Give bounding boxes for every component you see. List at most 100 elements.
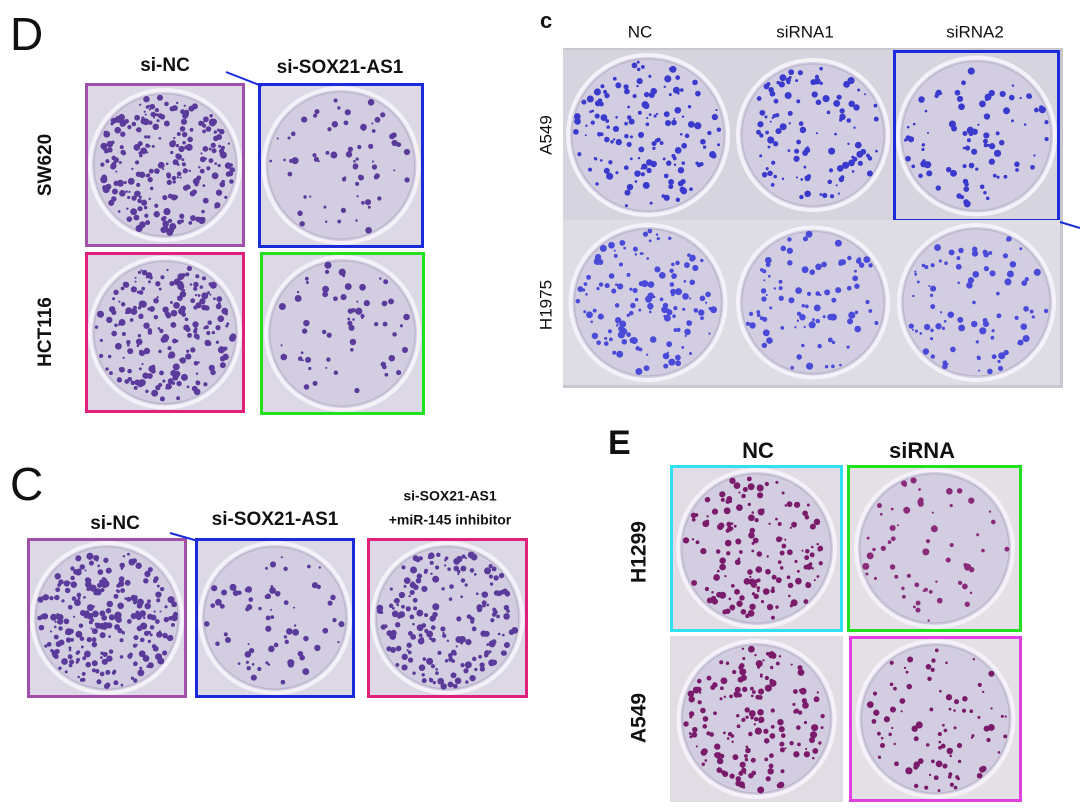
colony <box>280 353 288 361</box>
colony <box>612 125 620 133</box>
colony <box>921 143 926 147</box>
colony <box>479 662 485 668</box>
colony <box>734 559 741 566</box>
colony <box>953 699 960 705</box>
colony <box>457 572 460 576</box>
colony <box>162 168 165 171</box>
colony <box>453 683 458 689</box>
colony <box>426 630 434 638</box>
colony <box>175 143 180 148</box>
colony <box>286 628 293 635</box>
colony <box>127 195 131 200</box>
colony <box>172 180 176 184</box>
colony <box>287 171 293 177</box>
colony <box>623 246 627 250</box>
colony <box>764 684 772 692</box>
colony <box>976 355 981 359</box>
colony <box>922 548 930 556</box>
colony <box>804 190 811 198</box>
colony <box>759 109 766 116</box>
colony <box>641 163 648 170</box>
colony <box>113 593 119 599</box>
plate-border <box>260 252 425 415</box>
colony <box>154 107 159 113</box>
colony <box>628 118 635 125</box>
colony <box>971 246 978 252</box>
colony <box>169 222 177 231</box>
colony <box>889 660 894 665</box>
colony <box>979 766 986 773</box>
colony <box>1019 96 1022 100</box>
colony <box>179 213 185 219</box>
colony <box>179 290 187 298</box>
colony <box>771 615 775 620</box>
colony <box>58 666 62 670</box>
colony <box>49 595 54 601</box>
colony <box>133 635 139 641</box>
colony <box>761 171 768 178</box>
colony <box>120 588 126 593</box>
colony <box>594 113 600 119</box>
colony <box>202 129 207 134</box>
colony <box>131 121 137 127</box>
colony <box>747 569 753 575</box>
colony <box>421 585 428 593</box>
colony <box>136 290 140 294</box>
colony <box>695 686 702 693</box>
colony <box>719 491 726 498</box>
colony <box>656 112 659 116</box>
colony <box>982 249 988 255</box>
colony <box>695 124 700 129</box>
colony <box>395 645 402 652</box>
colony <box>729 773 735 779</box>
colony <box>1031 315 1035 319</box>
colony <box>122 356 125 359</box>
colony <box>119 366 125 373</box>
colony <box>618 262 624 267</box>
colony <box>964 181 969 187</box>
colony <box>677 166 685 174</box>
colony <box>777 560 782 564</box>
colony <box>173 136 176 140</box>
colony <box>914 270 917 273</box>
colony <box>79 636 85 642</box>
colony <box>964 145 971 151</box>
colony <box>673 163 677 166</box>
colony <box>159 328 164 334</box>
colony <box>916 280 920 284</box>
plate-border <box>367 538 528 698</box>
colony <box>213 130 218 134</box>
colony <box>754 579 759 584</box>
colony <box>629 287 633 291</box>
colony <box>953 709 956 712</box>
colony <box>747 610 755 617</box>
colony <box>963 199 969 205</box>
colony <box>871 719 877 724</box>
colony <box>600 84 605 89</box>
colony <box>617 283 624 290</box>
colony <box>972 658 976 661</box>
colony <box>338 268 346 276</box>
colony <box>873 116 879 122</box>
colony <box>629 157 633 161</box>
colony <box>377 196 382 201</box>
colony <box>757 121 764 128</box>
colony <box>1029 309 1034 314</box>
colony <box>806 503 810 507</box>
colony <box>103 130 108 135</box>
colony <box>764 481 769 487</box>
colony <box>244 587 250 593</box>
colony <box>219 355 226 362</box>
colony <box>71 596 77 601</box>
colony <box>648 113 652 116</box>
colony <box>949 782 955 787</box>
colony <box>659 297 664 302</box>
colony <box>988 510 992 513</box>
colony <box>714 752 720 758</box>
colony <box>855 258 862 264</box>
colony <box>170 322 177 328</box>
colony <box>297 356 303 362</box>
colony <box>687 690 695 698</box>
colony <box>604 336 608 340</box>
colony <box>998 352 1006 360</box>
